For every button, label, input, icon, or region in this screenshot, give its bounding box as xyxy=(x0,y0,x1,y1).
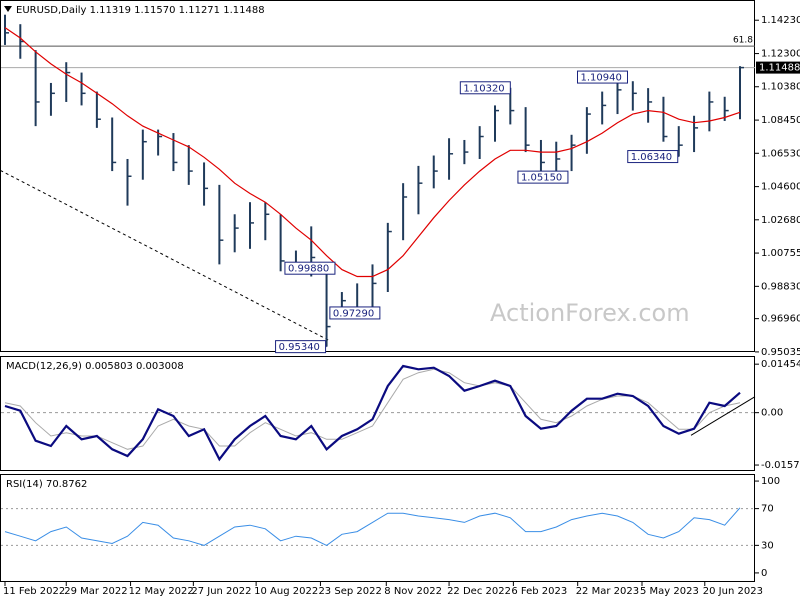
x-tick-label: 8 Nov 2022 xyxy=(384,586,442,597)
x-tick-label: 5 May 2023 xyxy=(640,586,699,597)
last-price-box xyxy=(756,61,800,74)
y-tick-label: -0.015712 xyxy=(761,460,800,471)
watermark: ActionForex.com xyxy=(490,299,690,327)
moving-average xyxy=(4,27,741,278)
y-tick-label: 0.00 xyxy=(761,408,783,419)
y-tick-label: 0.95035 xyxy=(761,347,800,358)
y-tick-label: 1.14230 xyxy=(761,15,800,26)
x-tick-label: 6 Feb 2023 xyxy=(511,586,567,597)
menu-triangle xyxy=(4,6,12,12)
annotation-label: 1.06340 xyxy=(631,152,672,163)
y-tick-label: 1.08450 xyxy=(761,115,800,126)
fib-label: 61.8 xyxy=(733,36,753,46)
macd-title: MACD(12,26,9) 0.005803 0.003008 xyxy=(6,361,184,372)
indicator-line xyxy=(4,507,741,546)
x-tick-label: 22 Mar 2023 xyxy=(576,586,639,597)
trendline xyxy=(0,169,330,342)
macd-panel xyxy=(0,356,755,471)
y-tick-label: 1.10380 xyxy=(761,82,800,93)
indicator-line xyxy=(4,364,741,462)
y-tick-label: 1.02680 xyxy=(761,215,800,226)
annotation-label: 1.05150 xyxy=(521,173,562,184)
y-tick-label: 100 xyxy=(761,476,780,487)
annotation-label: 0.99880 xyxy=(288,264,329,275)
last-price-label: 1.11488 xyxy=(759,63,800,74)
y-tick-label: 0.98830 xyxy=(761,281,800,292)
annotation-box xyxy=(459,81,511,95)
y-tick-label: 30 xyxy=(761,540,774,551)
y-tick-label: 0.014549 xyxy=(761,359,800,370)
annotation-label: 1.10940 xyxy=(581,73,622,84)
annotation-box xyxy=(329,306,381,320)
y-tick-label: 1.00755 xyxy=(761,248,800,259)
annotation-box xyxy=(517,170,569,184)
y-tick-label: 1.06530 xyxy=(761,148,800,159)
x-tick-label: 23 Sep 2022 xyxy=(318,586,381,597)
annotation-box xyxy=(275,340,327,354)
x-tick-label: 20 Jun 2023 xyxy=(703,586,763,597)
x-tick-label: 29 Mar 2022 xyxy=(64,586,127,597)
annotation-box xyxy=(577,70,628,84)
x-tick-label: 22 Dec 2022 xyxy=(447,586,511,597)
x-tick-label: 27 Jun 2022 xyxy=(191,586,251,597)
x-tick-label: 12 May 2022 xyxy=(129,586,194,597)
y-tick-label: 1.12300 xyxy=(761,49,800,60)
annotation-box xyxy=(627,150,679,164)
y-tick-label: 0.96960 xyxy=(761,314,800,325)
trendline xyxy=(690,396,756,436)
rsi-panel xyxy=(0,474,755,582)
y-tick-label: 70 xyxy=(761,504,774,515)
chart-title: EURUSD,Daily 1.11319 1.11570 1.11271 1.1… xyxy=(16,5,265,16)
x-tick-label: 11 Feb 2022 xyxy=(3,586,65,597)
rsi-title: RSI(14) 70.8762 xyxy=(6,479,87,490)
price-panel xyxy=(0,0,755,352)
y-tick-label: 1.04600 xyxy=(761,182,800,193)
annotation-label: 0.95340 xyxy=(279,342,320,353)
x-tick-label: 10 Aug 2022 xyxy=(254,586,318,597)
y-tick-label: 0 xyxy=(761,568,767,579)
annotation-label: 0.97290 xyxy=(333,308,374,319)
indicator-line xyxy=(4,368,741,450)
annotation-box xyxy=(284,261,336,275)
annotation-label: 1.10320 xyxy=(463,83,504,94)
